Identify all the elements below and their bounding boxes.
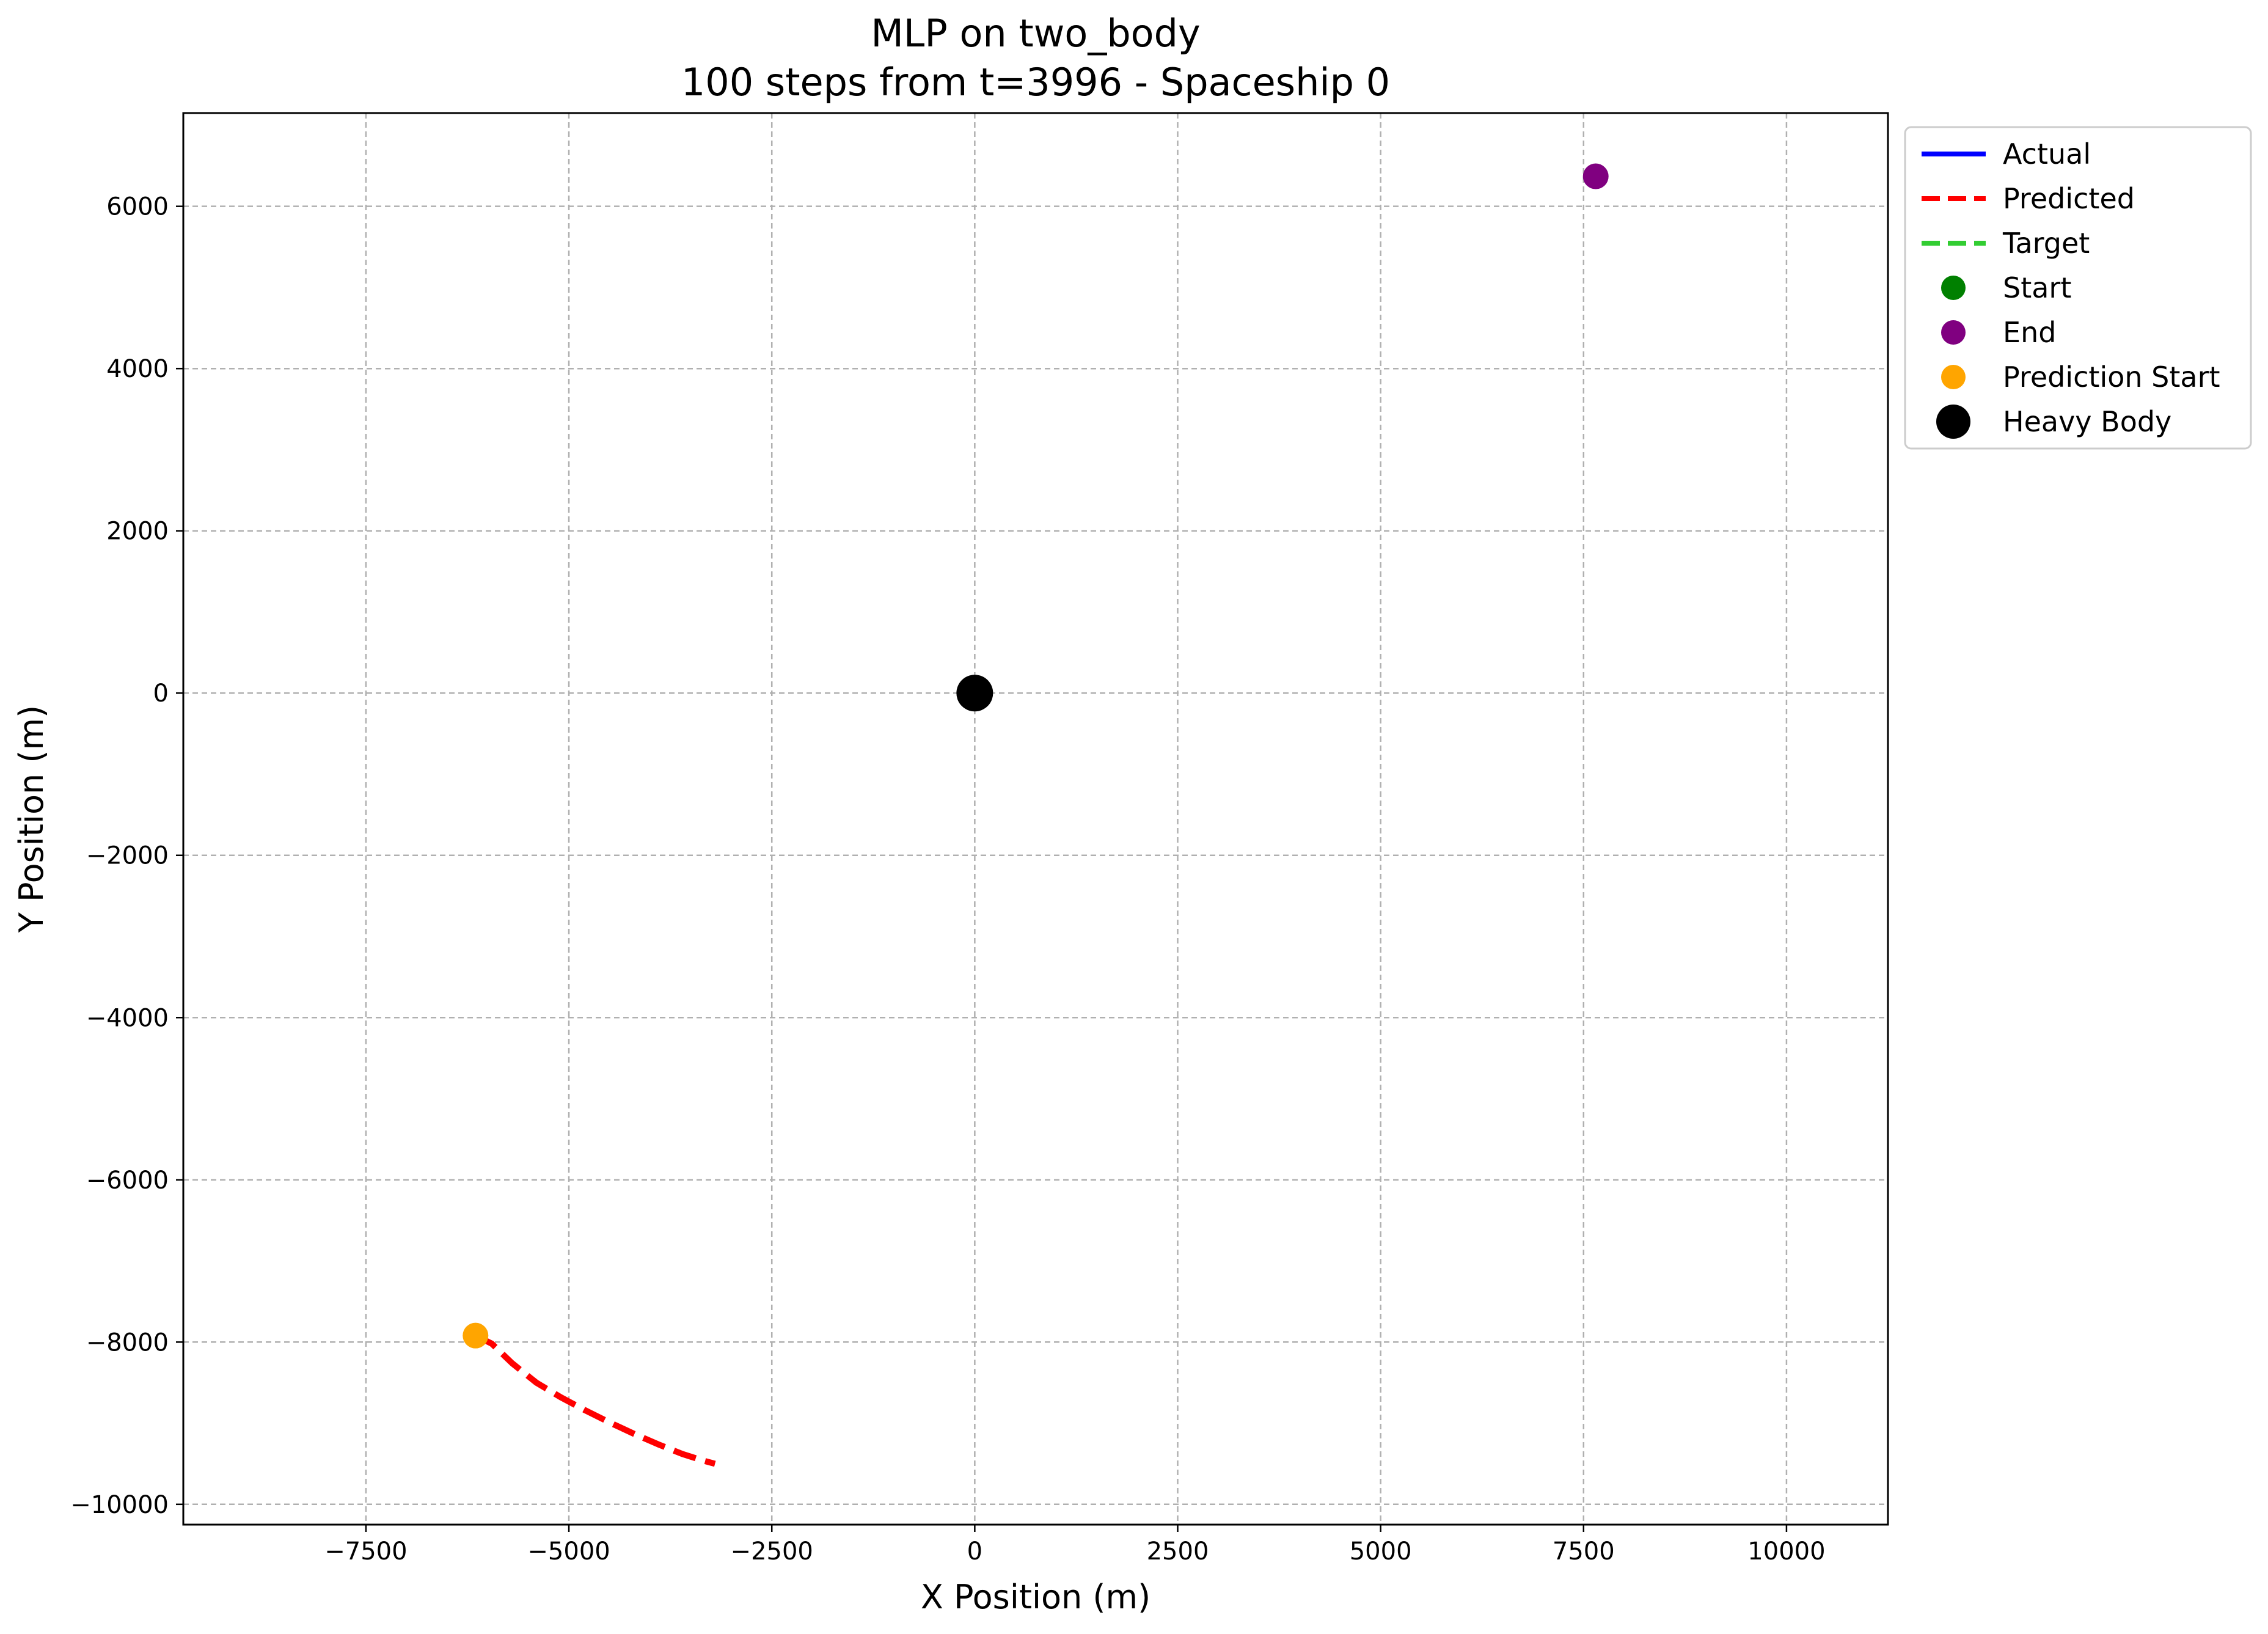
chart-title: MLP on two_body xyxy=(871,11,1200,56)
plot-frame xyxy=(182,112,1889,1526)
legend-prediction-start-swatch xyxy=(1941,365,1966,389)
x-tick-label: 7500 xyxy=(1553,1537,1615,1566)
series-layer xyxy=(474,1333,716,1467)
legend-items: Actual Predicted Target Start End Prediction … xyxy=(1922,137,2220,439)
legend-heavy-body-label: Heavy Body xyxy=(2003,405,2171,438)
y-tick-label: −8000 xyxy=(86,1328,169,1357)
y-tick-label: 6000 xyxy=(106,193,169,221)
y-tick-label: 4000 xyxy=(106,355,169,383)
x-tick-label: 0 xyxy=(967,1537,982,1566)
grid-layer xyxy=(183,113,1888,1525)
legend-start-label: Start xyxy=(2003,271,2071,304)
chart-subtitle: 100 steps from t=3996 - Spaceship 0 xyxy=(681,60,1390,104)
x-tick-label: 10000 xyxy=(1747,1537,1825,1566)
legend-end-swatch xyxy=(1941,320,1966,345)
x-tick-label: −5000 xyxy=(527,1537,610,1566)
predicted-line xyxy=(474,1333,716,1467)
y-tick-label: −2000 xyxy=(86,842,169,870)
y-tick-label: 2000 xyxy=(106,518,169,546)
legend-target-label: Target xyxy=(2002,227,2090,260)
legend-predicted-label: Predicted xyxy=(2003,182,2135,215)
y-axis-label: Y Position (m) xyxy=(12,705,51,933)
legend-box xyxy=(1904,126,2252,450)
x-axis-label: X Position (m) xyxy=(921,1578,1150,1616)
x-tick-label: 5000 xyxy=(1350,1537,1412,1566)
x-tick-label: 2500 xyxy=(1147,1537,1209,1566)
y-tick-label: −10000 xyxy=(70,1491,169,1519)
tick-layer: −7500 −5000 −2500 0 2500 5000 7500 10000 −10000 −… xyxy=(70,193,1825,1566)
marker-layer xyxy=(463,163,1609,1349)
prediction-start-marker xyxy=(463,1322,489,1349)
heavy-body-marker xyxy=(956,675,993,712)
legend-heavy-body-swatch xyxy=(1936,405,1970,439)
x-tick-label: −2500 xyxy=(731,1537,813,1566)
legend-actual-label: Actual xyxy=(2003,137,2091,170)
x-tick-label: −7500 xyxy=(324,1537,407,1566)
legend: Actual Predicted Target Start End Prediction … xyxy=(1904,126,2252,450)
y-tick-label: −6000 xyxy=(86,1167,169,1195)
legend-prediction-start-label: Prediction Start xyxy=(2003,361,2220,394)
y-tick-label: 0 xyxy=(153,680,169,708)
end-marker xyxy=(1582,163,1609,189)
legend-end-label: End xyxy=(2003,316,2056,349)
legend-start-swatch xyxy=(1941,276,1966,300)
y-tick-label: −4000 xyxy=(86,1004,169,1032)
